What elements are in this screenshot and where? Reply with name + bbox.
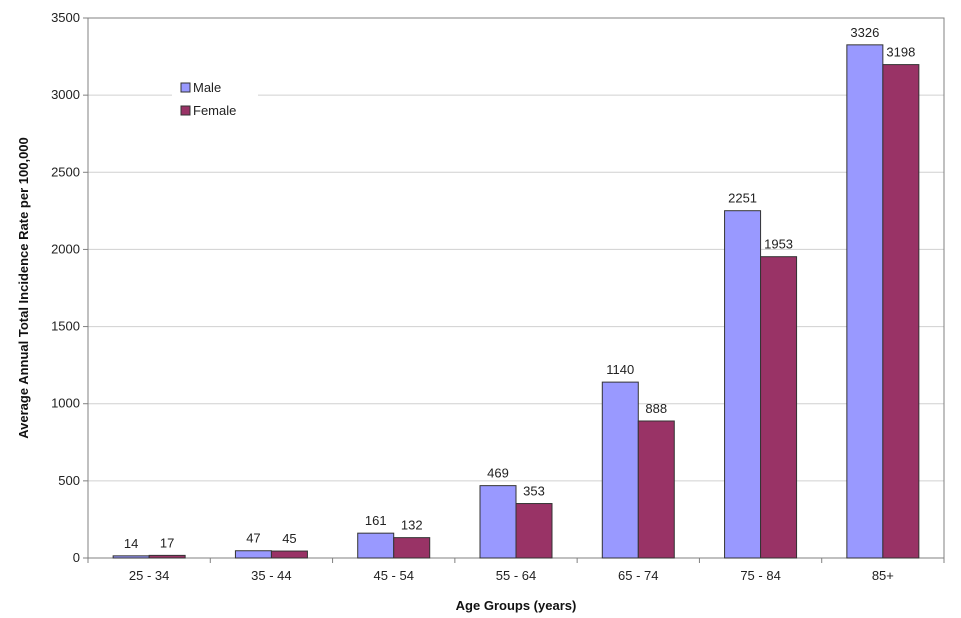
bar-female <box>393 537 431 559</box>
data-label-female: 45 <box>282 531 296 546</box>
y-tick-label: 3000 <box>51 87 80 102</box>
y-tick-label: 1000 <box>51 396 80 411</box>
y-tick-label: 1500 <box>51 319 80 334</box>
data-label-female: 888 <box>645 401 667 416</box>
data-labels: 14 17 47 45 161 132 469 353 1140 888 2251 1953 3326 3… <box>124 25 915 551</box>
x-tick-label: 55 - 64 <box>496 568 536 583</box>
data-label-female: 1953 <box>764 237 793 252</box>
bars <box>112 44 920 559</box>
data-label-female: 17 <box>160 535 174 550</box>
bar-male <box>112 555 150 559</box>
data-label-female: 3198 <box>886 45 915 60</box>
y-axis: 0 500 1000 1500 2000 2500 3000 3500 <box>51 10 88 565</box>
x-tick-label: 65 - 74 <box>618 568 658 583</box>
y-tick-label: 3500 <box>51 10 80 25</box>
grid-lines <box>88 94 944 482</box>
y-tick-label: 2000 <box>51 241 80 256</box>
data-label-male: 2251 <box>728 191 757 206</box>
data-label-male: 47 <box>246 531 260 546</box>
bar-male <box>357 532 395 559</box>
x-axis: 25 - 34 35 - 44 45 - 54 55 - 64 65 - 74 75 - … <box>87 558 945 583</box>
legend-label-female: Female <box>193 103 236 118</box>
data-label-female: 353 <box>523 484 545 499</box>
bar-female <box>515 503 553 559</box>
bar-female <box>760 256 798 559</box>
legend-swatch-male <box>180 82 191 93</box>
bar-male <box>479 485 517 559</box>
y-tick-label: 2500 <box>51 164 80 179</box>
x-tick-label: 35 - 44 <box>251 568 291 583</box>
legend: Male Female <box>172 70 258 124</box>
x-tick-label: 75 - 84 <box>740 568 780 583</box>
bar-female <box>882 64 920 559</box>
bar-male <box>601 381 639 559</box>
y-tick-label: 0 <box>73 550 80 565</box>
x-tick-label: 25 - 34 <box>129 568 169 583</box>
x-tick-label: 85+ <box>872 568 894 583</box>
data-label-male: 14 <box>124 536 138 551</box>
bar-female <box>637 420 675 559</box>
data-label-female: 132 <box>401 518 423 533</box>
y-tick-label: 500 <box>58 473 80 488</box>
bar-female <box>270 550 308 559</box>
bar-male <box>846 44 884 559</box>
x-tick-label: 45 - 54 <box>373 568 413 583</box>
legend-label-male: Male <box>193 80 221 95</box>
legend-swatch-female <box>180 105 191 116</box>
data-label-male: 1140 <box>606 362 634 377</box>
y-axis-title: Average Annual Total Incidence Rate per … <box>16 137 31 439</box>
bar-female <box>148 554 186 559</box>
bar-male <box>724 210 762 559</box>
x-axis-title: Age Groups (years) <box>456 598 577 613</box>
bar-male <box>234 550 272 559</box>
data-label-male: 161 <box>365 513 387 528</box>
data-label-male: 469 <box>487 466 509 481</box>
data-label-male: 3326 <box>850 25 879 40</box>
